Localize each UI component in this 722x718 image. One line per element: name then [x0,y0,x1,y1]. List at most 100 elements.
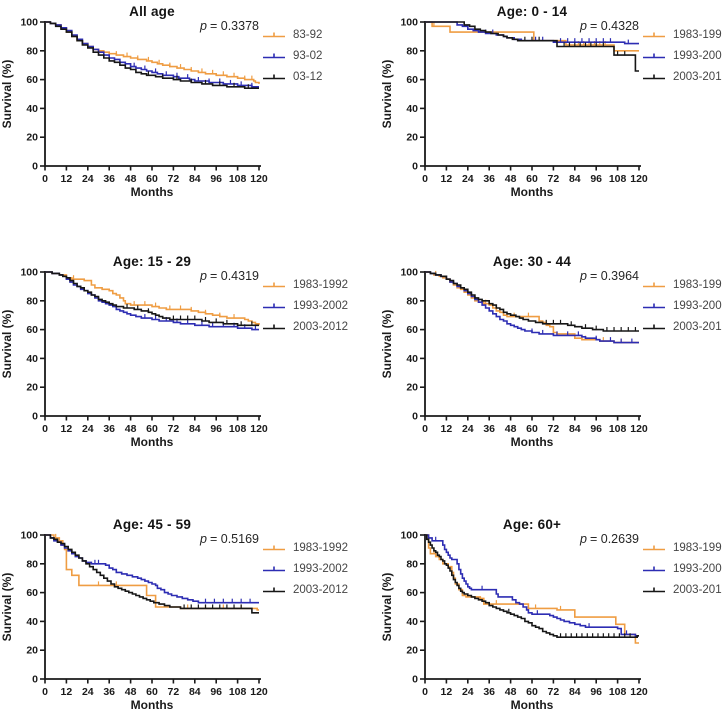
svg-text:72: 72 [548,173,560,185]
chart-legend: 83-92 93-02 03-12 [262,24,322,87]
legend-item: 2003-2012 [642,316,722,337]
chart-area: Age: 30 - 44 p = 0.3964 0 12 24 36 48 60 72 84 96… [380,250,650,455]
svg-text:108: 108 [229,173,247,185]
svg-text:40: 40 [406,616,418,628]
panel-age-60-plus: Age: 60+ p = 0.2639 0 12 24 36 48 60 72 84 96 108 1… [380,513,722,715]
svg-text:60: 60 [26,74,38,86]
svg-text:80: 80 [26,45,38,57]
legend-label: 1983-1992 [293,278,348,291]
svg-text:80: 80 [26,558,38,570]
svg-text:36: 36 [483,423,495,435]
svg-text:24: 24 [462,173,474,185]
svg-text:100: 100 [20,267,38,279]
chart-area: Age: 45 - 59 p = 0.5169 0 12 24 36 48 60 72 84 96… [0,513,270,718]
svg-text:84: 84 [189,423,201,435]
legend-label: 93-02 [293,49,323,62]
svg-text:Months: Months [131,698,174,712]
svg-text:80: 80 [406,45,418,57]
chart-title: Age: 60+ [502,517,562,532]
legend-line-icon [263,53,285,58]
svg-text:0: 0 [42,686,48,698]
svg-text:Months: Months [131,185,174,199]
svg-text:120: 120 [250,423,268,435]
legend-line-icon [643,53,665,58]
p-value-label: p = 0.3964 [580,269,639,283]
legend-label: 1993-2002 [673,562,722,575]
svg-text:72: 72 [168,173,180,185]
svg-text:0: 0 [32,674,38,686]
svg-text:0: 0 [32,161,38,173]
svg-text:60: 60 [146,173,158,185]
survival-chart: 0 12 24 36 48 60 72 84 96 108 120 0 20 40 60 80 100 Month… [380,530,648,713]
svg-text:20: 20 [406,382,418,394]
p-number: = 0.2639 [589,532,639,546]
svg-text:0: 0 [42,423,48,435]
svg-text:0: 0 [32,411,38,423]
svg-text:96: 96 [210,173,222,185]
svg-text:96: 96 [590,423,602,435]
legend-line-icon [643,303,665,308]
legend-label: 2003-2012 [293,583,348,596]
svg-text:100: 100 [400,17,418,29]
svg-text:108: 108 [609,686,627,698]
legend-label: 1993-2002 [293,562,348,575]
svg-text:48: 48 [505,173,517,185]
legend-item: 83-92 [262,24,322,45]
legend-item: 1993-2002 [262,295,348,316]
svg-text:48: 48 [505,686,517,698]
chart-area: Age: 15 - 29 p = 0.4319 0 12 24 36 48 60 72 84 96… [0,250,270,455]
svg-text:60: 60 [406,324,418,336]
svg-text:0: 0 [412,674,418,686]
p-number: = 0.3964 [589,269,639,283]
p-symbol: p [200,19,207,33]
svg-text:60: 60 [26,324,38,336]
panel-age-45-59: Age: 45 - 59 p = 0.5169 0 12 24 36 48 60 72 84 96… [0,513,380,715]
chart-area: Age: 60+ p = 0.2639 0 12 24 36 48 60 72 84 96 108 1… [380,513,650,718]
svg-text:100: 100 [20,530,38,542]
svg-text:96: 96 [210,686,222,698]
svg-text:60: 60 [26,587,38,599]
svg-text:108: 108 [229,686,247,698]
legend-line-icon [263,324,285,329]
svg-text:36: 36 [103,423,115,435]
svg-text:80: 80 [406,295,418,307]
svg-text:Survival (%): Survival (%) [0,310,14,379]
chart-legend: 1983-1992 1993-2002 2003-2012 [642,537,722,600]
svg-text:Survival (%): Survival (%) [380,573,394,642]
legend-line-icon [643,32,665,37]
legend-label: 2003-2012 [293,320,348,333]
legend-line-icon [263,303,285,308]
legend-item: 2003-2012 [262,579,348,600]
legend-line-icon [263,32,285,37]
svg-text:Months: Months [511,435,554,449]
svg-text:84: 84 [569,423,581,435]
svg-text:12: 12 [61,423,73,435]
svg-text:96: 96 [210,423,222,435]
legend-item: 1983-1992 [642,274,722,295]
svg-text:84: 84 [189,686,201,698]
svg-text:100: 100 [400,267,418,279]
svg-text:0: 0 [422,686,428,698]
p-value-label: p = 0.4328 [580,19,639,33]
p-value-label: p = 0.4319 [200,269,259,283]
svg-text:20: 20 [406,132,418,144]
chart-legend: 1983-1992 1993-2002 2003-2012 [642,274,722,337]
svg-text:12: 12 [61,686,73,698]
svg-text:120: 120 [630,686,648,698]
legend-item: 2003-2012 [642,579,722,600]
survival-chart: 0 12 24 36 48 60 72 84 96 108 120 0 20 40 60 80 100 Month… [380,267,648,450]
svg-text:0: 0 [412,411,418,423]
legend-line-icon [263,545,285,550]
svg-text:120: 120 [630,423,648,435]
svg-text:Months: Months [511,698,554,712]
chart-legend: 1983-1992 1993-2002 2003-2012 [262,274,348,337]
legend-line-icon [263,587,285,592]
svg-text:0: 0 [42,173,48,185]
legend-label: 2003-2012 [673,583,722,596]
legend-label: 03-12 [293,70,323,83]
svg-text:40: 40 [406,103,418,115]
legend-label: 1983-1992 [673,541,722,554]
legend-label: 83-92 [293,28,323,41]
p-number: = 0.4328 [589,19,639,33]
